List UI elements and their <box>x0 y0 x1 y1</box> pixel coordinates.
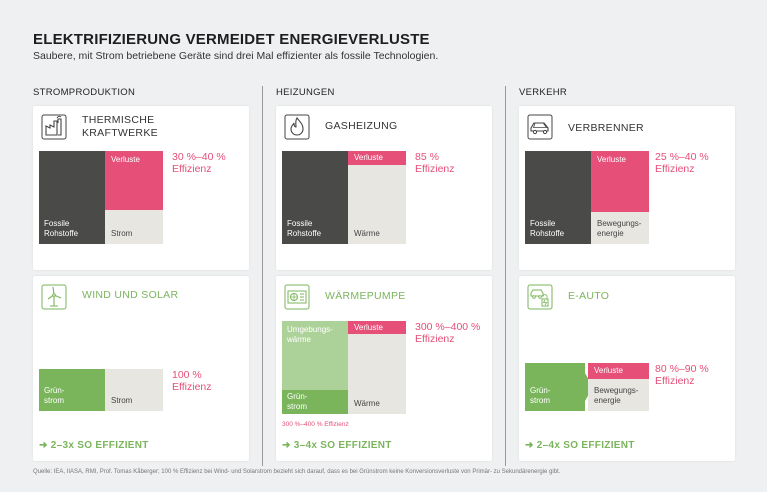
section-divider <box>505 86 506 466</box>
card-gasheizung: GASHEIZUNG Fossile Rohstoffe Wärme Verlu… <box>276 106 492 270</box>
car-icon <box>527 114 553 140</box>
card-wind-und-solar: WIND UND SOLAR Grün- strom Strom 100 % E… <box>33 276 249 461</box>
ambient-heat-block: Umgebungs- wärme <box>282 321 348 390</box>
power-plant-icon <box>41 114 67 140</box>
page-subtitle: Saubere, mit Strom betriebene Geräte sin… <box>33 50 439 62</box>
loss-label: Verluste <box>111 155 140 164</box>
green-input-block: Grün- strom <box>525 363 593 411</box>
output-block: Strom <box>105 369 163 411</box>
output-block: Wärme <box>348 321 406 414</box>
card-title: GASHEIZUNG <box>325 120 398 132</box>
green-input-block: Grün- strom <box>282 390 348 414</box>
card-title: VERBRENNER <box>568 122 644 134</box>
section-heading-heizung: HEIZUNGEN <box>276 87 335 98</box>
efficiency-comparison: ➜ 2–4x SO EFFIZIENT <box>525 440 635 451</box>
card-waermepumpe: WÄRMEPUMPE Umgebungs- wärme Grün- strom … <box>276 276 492 461</box>
section-heading-verkehr: VERKEHR <box>519 87 568 98</box>
efficiency-value: 85 % Effizienz <box>415 151 455 175</box>
output-label: Strom <box>111 229 133 238</box>
card-title: THERMISCHE KRAFTWERKE <box>82 114 158 139</box>
loss-block: Verluste <box>591 151 649 212</box>
card-thermische-kraftwerke: THERMISCHE KRAFTWERKE Fossile Rohstoffe … <box>33 106 249 270</box>
efficiency-note: 300 %–400 % Effizienz <box>282 421 349 428</box>
arrow-right-icon: ➜ <box>282 440 291 451</box>
loss-label: Verluste <box>354 153 383 162</box>
ev-charging-icon <box>527 284 553 310</box>
efficiency-value: 100 % Effizienz <box>172 369 212 393</box>
card-title: E-AUTO <box>568 290 610 302</box>
input-label: Grün- strom <box>530 386 551 405</box>
arrow-right-icon: ➜ <box>39 440 48 451</box>
efficiency-comparison: ➜ 3–4x SO EFFIZIENT <box>282 440 392 451</box>
input-label: Fossile Rohstoffe <box>287 219 322 238</box>
loss-block: Verluste <box>105 151 163 210</box>
output-label: Strom <box>111 396 133 405</box>
input-label: Grün- strom <box>287 392 308 411</box>
fossil-input-block: Fossile Rohstoffe <box>282 151 356 244</box>
loss-block: Verluste <box>588 363 649 379</box>
fossil-input-block: Fossile Rohstoffe <box>525 151 599 244</box>
output-label: Bewegungs- energie <box>594 386 639 405</box>
loss-block: Verluste <box>348 151 406 165</box>
efficiency-comparison: ➜ 2–3x SO EFFIZIENT <box>39 440 149 451</box>
efficiency-value: 25 %–40 % Effizienz <box>655 151 709 175</box>
input-label: Grün- strom <box>44 386 65 405</box>
input-label: Fossile Rohstoffe <box>530 219 565 238</box>
loss-label: Verluste <box>597 155 626 164</box>
output-label: Wärme <box>354 399 380 408</box>
loss-block: Verluste <box>348 321 406 334</box>
page-title: ELEKTRIFIZIERUNG VERMEIDET ENERGIEVERLUS… <box>33 31 430 48</box>
green-input-block: Grün- strom <box>39 369 113 411</box>
card-title: WIND UND SOLAR <box>82 289 179 301</box>
card-e-auto: E-AUTO Grün- strom Bewegungs- energie Ve… <box>519 276 735 461</box>
section-heading-strom: STROMPRODUKTION <box>33 87 136 98</box>
card-verbrenner: VERBRENNER Fossile Rohstoffe Bewegungs- … <box>519 106 735 270</box>
card-title: WÄRMEPUMPE <box>325 290 406 302</box>
loss-label: Verluste <box>594 366 623 375</box>
fossil-input-block: Fossile Rohstoffe <box>39 151 113 244</box>
output-label: Wärme <box>354 229 380 238</box>
efficiency-value: 30 %–40 % Effizienz <box>172 151 226 175</box>
arrow-right-icon: ➜ <box>525 440 534 451</box>
output-block: Wärme <box>348 151 406 244</box>
source-note: Quelle: IEA, IIASA, RMI, Prof. Tomas Kåb… <box>33 469 561 475</box>
section-divider <box>262 86 263 466</box>
output-label: Bewegungs- energie <box>597 219 642 238</box>
flame-icon <box>284 114 310 140</box>
efficiency-value: 300 %–400 % Effizienz <box>415 321 481 345</box>
loss-label: Verluste <box>354 323 383 332</box>
heat-pump-icon <box>284 284 310 310</box>
wind-turbine-icon <box>41 284 67 310</box>
efficiency-value: 80 %–90 % Effizienz <box>655 363 709 387</box>
input-label: Fossile Rohstoffe <box>44 219 79 238</box>
ambient-label: Umgebungs- wärme <box>287 325 333 344</box>
